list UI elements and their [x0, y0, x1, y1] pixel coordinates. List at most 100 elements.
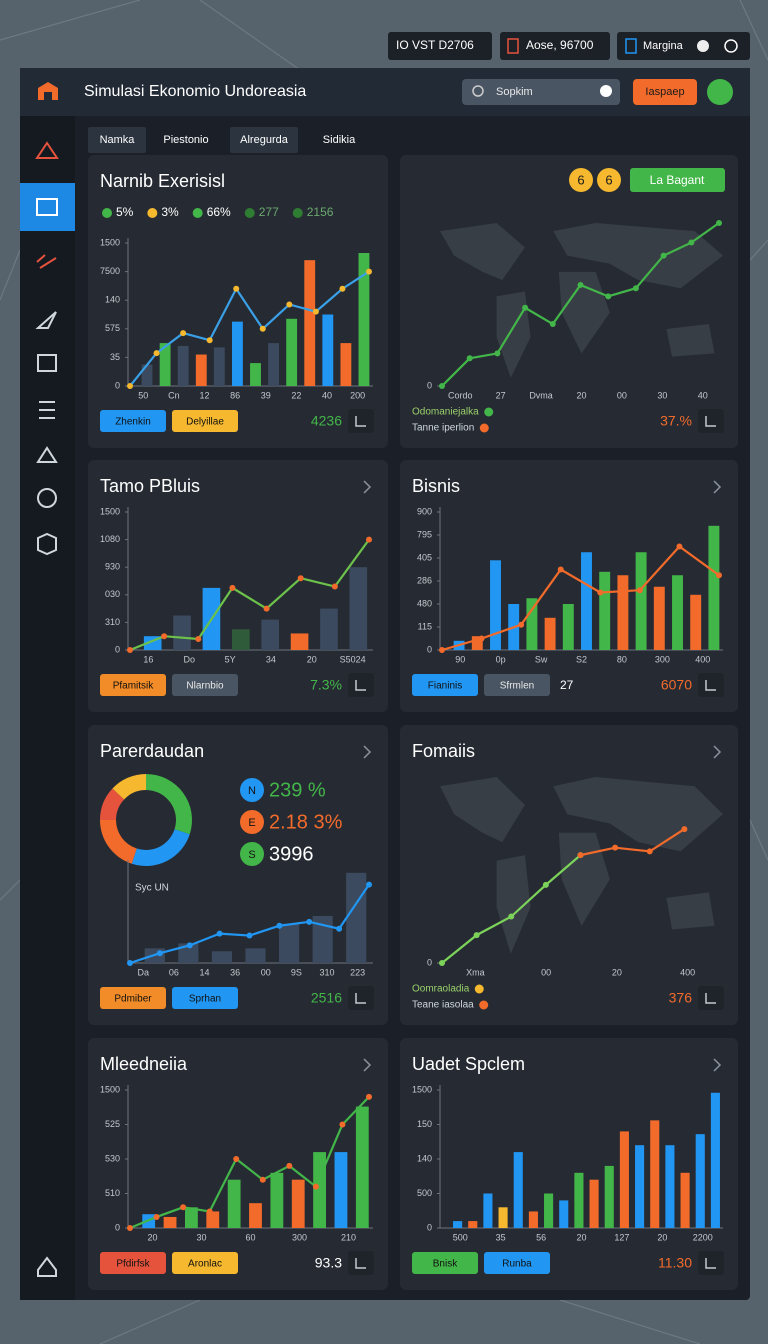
chevron[interactable]	[713, 745, 722, 759]
tab[interactable]	[306, 127, 372, 153]
chevron[interactable]	[713, 480, 722, 494]
header-circle[interactable]	[569, 168, 593, 192]
bar	[483, 1193, 493, 1228]
line-point	[127, 383, 133, 389]
bar	[599, 571, 611, 650]
stat-value: 2516	[311, 990, 342, 1006]
stat-badge	[240, 778, 264, 802]
bar	[178, 943, 199, 963]
x-tick-label: 223	[350, 967, 365, 977]
y-tick-label: 480	[417, 598, 432, 608]
line-point	[233, 1156, 240, 1162]
tab[interactable]	[88, 127, 146, 153]
header-button[interactable]	[630, 168, 725, 192]
bar	[589, 1179, 599, 1228]
chevron[interactable]	[713, 1058, 722, 1072]
bar	[159, 343, 171, 386]
status-text: IO VST D2706	[396, 38, 474, 52]
panel	[88, 1038, 388, 1290]
bar	[490, 560, 501, 650]
search-box[interactable]	[462, 79, 620, 105]
bar	[635, 552, 647, 650]
footer-button[interactable]	[484, 674, 550, 696]
bar	[528, 1211, 538, 1228]
line-point	[494, 350, 501, 357]
bar	[261, 619, 279, 650]
footer-button[interactable]	[172, 674, 238, 696]
line-point	[676, 543, 683, 550]
expand-button[interactable]	[698, 673, 724, 697]
footer-button[interactable]	[412, 674, 478, 696]
expand-button[interactable]	[698, 409, 724, 433]
footer-button[interactable]	[100, 987, 166, 1009]
stat-value: 3996	[269, 843, 314, 865]
footer-button[interactable]	[172, 987, 238, 1009]
line-point	[180, 1204, 187, 1211]
bar	[286, 318, 298, 386]
footer-button-label: Pfamitsik	[113, 681, 155, 692]
x-tick-label: 500	[453, 1232, 468, 1242]
expand-button[interactable]	[698, 1251, 724, 1275]
status-pill	[388, 32, 492, 60]
x-tick-label: 400	[680, 967, 695, 977]
footer-button[interactable]	[412, 1252, 478, 1274]
legend-label: 3%	[161, 205, 179, 219]
line-point	[688, 239, 695, 246]
expand-button[interactable]	[348, 986, 374, 1010]
footer-button-label: Fianinis	[428, 681, 462, 692]
bar	[195, 354, 207, 386]
footer-button[interactable]	[100, 410, 166, 432]
y-tick-label: 1080	[100, 534, 120, 544]
tab[interactable]	[150, 127, 222, 153]
sidebar-active[interactable]	[20, 183, 75, 231]
expand-button[interactable]	[348, 409, 374, 433]
map-land	[666, 892, 715, 930]
tab[interactable]	[230, 127, 298, 153]
bar	[304, 260, 316, 386]
header-circle[interactable]	[597, 168, 621, 192]
line-point	[259, 1176, 266, 1183]
bar	[232, 321, 243, 386]
line-point	[312, 1183, 319, 1190]
line-point	[632, 285, 639, 292]
stat-badge-label: N	[248, 785, 256, 797]
footer-button-label: Pdmiber	[114, 994, 152, 1005]
header-button[interactable]	[633, 79, 697, 105]
y-tick-label: 0	[427, 644, 432, 654]
avatar[interactable]	[707, 79, 733, 105]
expand-button[interactable]	[698, 986, 724, 1010]
x-tick-label: 40	[322, 390, 332, 400]
footer-button-label: Aronlac	[188, 1259, 222, 1270]
footer-button[interactable]	[484, 1252, 550, 1274]
sidebar-icons[interactable]	[35, 141, 59, 1277]
line-point	[286, 301, 293, 308]
search-toggle[interactable]	[600, 85, 612, 97]
donut-segment	[131, 829, 190, 866]
tab-label: Piestonio	[163, 134, 208, 146]
footer-button[interactable]	[172, 1252, 238, 1274]
line-point	[312, 308, 319, 315]
footer-button[interactable]	[100, 1252, 166, 1274]
chevron[interactable]	[363, 1058, 372, 1072]
chevron[interactable]	[363, 480, 372, 494]
bar	[471, 636, 483, 650]
search-icon	[472, 85, 484, 97]
bar	[562, 604, 574, 650]
chevron[interactable]	[363, 745, 372, 759]
panel	[88, 725, 388, 1025]
expand-button[interactable]	[348, 1251, 374, 1275]
line-series	[441, 545, 720, 652]
footer-button[interactable]	[100, 674, 166, 696]
footer-button-label: Sfrmlen	[500, 681, 534, 692]
power-icon[interactable]	[724, 39, 738, 53]
line-point	[366, 1093, 372, 1100]
expand-button[interactable]	[348, 673, 374, 697]
status-text: Aose, 96700	[526, 38, 594, 52]
expand-icon	[705, 416, 716, 427]
bar	[340, 343, 352, 386]
legend-dot	[479, 1000, 489, 1010]
footer-button[interactable]	[172, 410, 238, 432]
bar	[650, 1120, 660, 1228]
x-tick-label: 40	[698, 390, 708, 400]
